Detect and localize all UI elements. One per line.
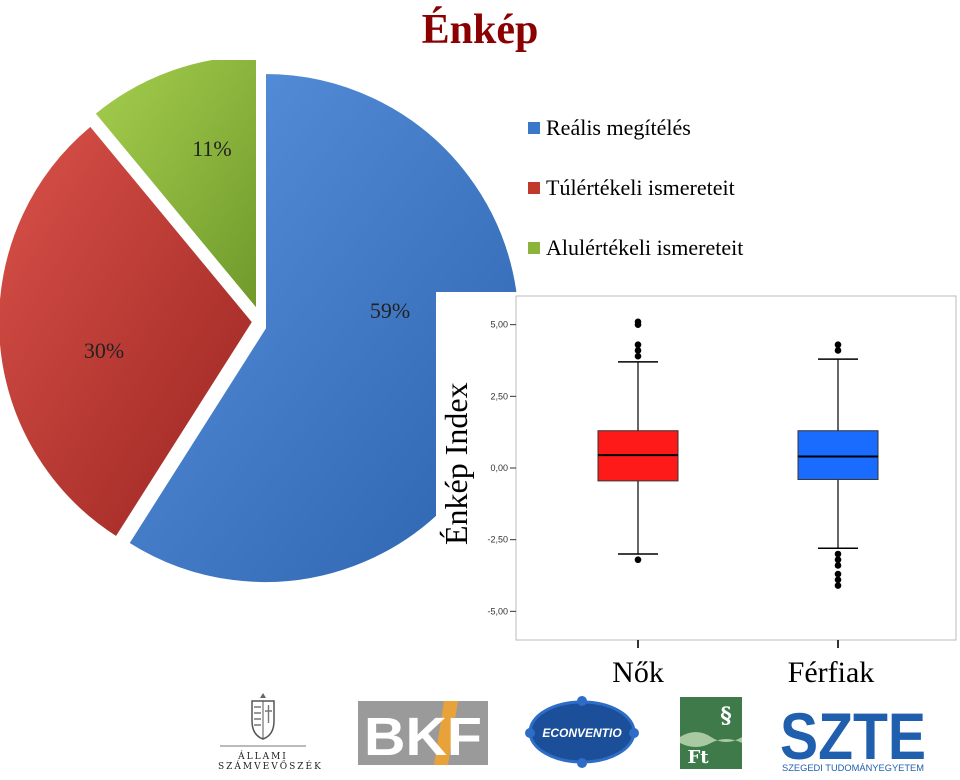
legend-swatch [528, 122, 540, 134]
outlier-point [834, 576, 842, 584]
y-tick-label: -5,00 [487, 606, 508, 616]
pie-slice-label: 59% [370, 298, 410, 323]
szte-logo: SZTE SZEGEDI TUDOMÁNYEGYETEM [780, 699, 930, 775]
x-category-label: Nők [612, 656, 664, 689]
y-tick-label: 5,00 [490, 320, 508, 330]
legend-swatch [528, 182, 540, 194]
legend-label: Túlértékeli ismereteit [546, 175, 735, 200]
outlier-point [634, 556, 642, 564]
outlier-point [834, 550, 842, 558]
legend-item-realis: Reális megítélés [528, 98, 743, 158]
boxplot-chart: 5,00 2,50 0,00 -2,50 -5,00 [487, 295, 957, 648]
pie-slice [0, 124, 255, 539]
asz-logo: ÁLLAMI SZÁMVEVŐSZÉK [218, 689, 323, 775]
asz-line2: SZÁMVEVŐSZÉK [218, 762, 323, 772]
bkf-logo: BKF [358, 701, 488, 767]
outlier-point [834, 562, 842, 569]
outlier-point [634, 321, 642, 328]
outlier-point [834, 341, 842, 349]
asz-line1: ÁLLAMI [238, 752, 288, 762]
econventio-text: ECONVENTIO [542, 726, 622, 740]
ft-logo: § Ft [680, 697, 742, 769]
x-category-label: Férfiak [787, 656, 875, 689]
paragraph-icon: § [720, 703, 732, 729]
pie-chart: 59% 30% 11% [0, 60, 520, 584]
outlier-point [634, 341, 642, 349]
logo-strip: ÁLLAMI SZÁMVEVŐSZÉK BKF ECONVENTIO § Ft … [0, 685, 960, 777]
outlier-point [634, 352, 642, 360]
outlier-point [834, 570, 842, 578]
pie-slice-label: 11% [192, 136, 232, 161]
legend-item-tulertekeli: Túlértékeli ismereteit [528, 158, 743, 218]
outlier-point [834, 582, 842, 589]
legend-item-alulertekeli: Alulértékeli ismereteit [528, 218, 743, 278]
legend-swatch [528, 242, 540, 254]
szte-text: SZTE [780, 699, 926, 773]
legend-label: Alulértékeli ismereteit [546, 235, 744, 260]
box-iqr [797, 430, 879, 480]
y-tick-label: 2,50 [490, 391, 508, 401]
boxplot-panel: 5,00 2,50 0,00 -2,50 -5,00 [436, 292, 960, 652]
y-tick-label: -2,50 [487, 535, 508, 545]
y-axis-label: Énkép Index [438, 382, 474, 545]
econventio-logo: ECONVENTIO [520, 693, 644, 771]
bkf-text: BKF [364, 707, 482, 765]
legend-label: Reális megítélés [546, 115, 691, 140]
legend: Reális megítélés Túlértékeli ismereteit … [528, 98, 743, 278]
pie-slice [93, 60, 258, 313]
coat-of-arms-icon [220, 693, 306, 747]
outlier-point [834, 347, 842, 354]
outlier-point [634, 347, 642, 354]
ft-text: Ft [687, 747, 709, 768]
page-title: Énkép [421, 7, 539, 53]
pie-slice-label: 30% [84, 338, 124, 363]
szte-subtext: SZEGEDI TUDOMÁNYEGYETEM [782, 763, 924, 773]
outlier-point [834, 556, 842, 564]
y-tick-label: 0,00 [490, 463, 508, 473]
